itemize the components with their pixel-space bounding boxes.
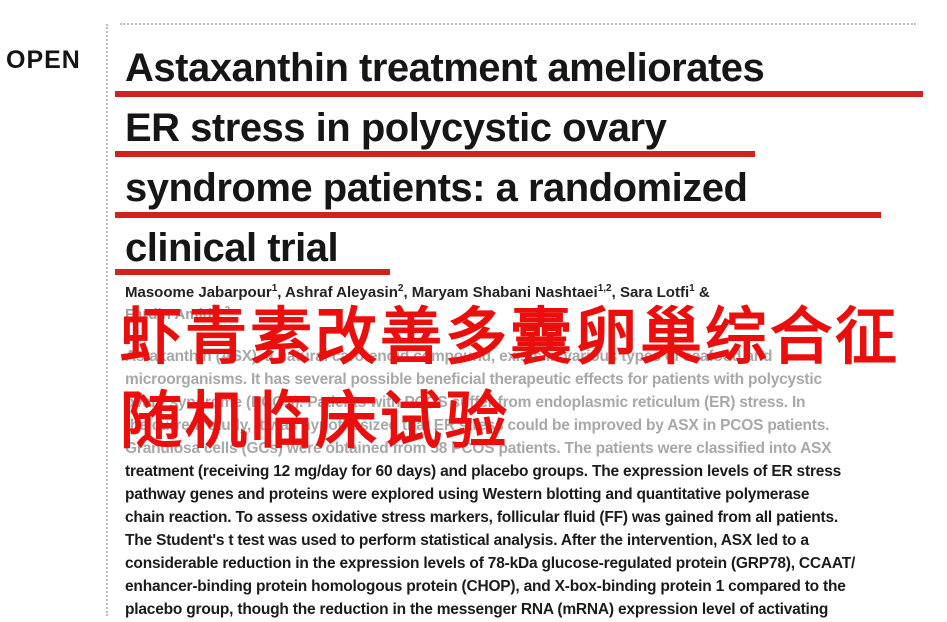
abstract-line: Granulosa cells (GCs) were obtained from…	[125, 440, 832, 457]
author-affiliation-sup: 2	[397, 283, 404, 294]
top-dotted-border	[120, 23, 916, 25]
title-underline	[115, 212, 881, 218]
abstract-line: ovary syndrome (PCOS). Patients with PCO…	[125, 394, 806, 411]
author-affiliation-sup: 1	[689, 283, 695, 294]
title-underline	[115, 269, 390, 275]
paper-title-line-3: syndrome patients: a randomized	[125, 166, 748, 210]
paper-title-line-1: Astaxanthin treatment ameliorates	[125, 46, 765, 90]
abstract-line: treatment (receiving 12 mg/day for 60 da…	[125, 463, 842, 480]
abstract-block: Astaxanthin (ASX), a natural carotenoid …	[125, 348, 930, 622]
abstract-line: enhancer-binding protein homologous prot…	[125, 578, 846, 595]
paper-title-line-2: ER stress in polycystic ovary	[125, 106, 667, 150]
author-affiliation-sup: 1,2	[597, 283, 612, 294]
author-name: Masoome Jabarpour	[125, 284, 272, 301]
author-name: Fardin Amidi	[125, 306, 217, 323]
author-line-1: Masoome Jabarpour1, Ashraf Aleyasin2, Ma…	[125, 283, 710, 301]
author-name: , Ashraf Aleyasin	[277, 284, 398, 301]
author-affiliation-sup: 1	[271, 283, 278, 294]
abstract-line: the current study, it was hypothesized t…	[125, 417, 830, 434]
abstract-line: considerable reduction in the expression…	[125, 555, 856, 572]
chinese-annotation-line-1: 虾青素改善多囊卵巢综合征	[120, 300, 901, 373]
author-name: , Sara Lotfi	[611, 284, 690, 301]
abstract-line: The Student's t test was used to perform…	[125, 532, 809, 549]
abstract-line: chain reaction. To assess oxidative stre…	[125, 509, 839, 526]
abstract-line: pathway genes and proteins were explored…	[125, 486, 810, 503]
chinese-annotation-line-2: 随机临床试验	[120, 384, 511, 457]
abstract-line: Astaxanthin (ASX), a natural carotenoid …	[125, 348, 773, 365]
left-dotted-border	[106, 24, 108, 616]
author-line-2: Fardin Amidi1,2	[125, 305, 230, 323]
title-underline	[115, 151, 755, 157]
author-affiliation-sup: 1,2	[216, 305, 231, 316]
author-name: , Maryam Shabani Nashtaei	[403, 284, 598, 301]
open-access-label: OPEN	[6, 46, 81, 74]
abstract-line: placebo group, though the reduction in t…	[125, 601, 829, 618]
paper-title-line-4: clinical trial	[125, 226, 339, 270]
abstract-line: microorganisms. It has several possible …	[125, 371, 822, 388]
author-ampersand: &	[694, 284, 710, 301]
title-underline	[115, 91, 923, 97]
